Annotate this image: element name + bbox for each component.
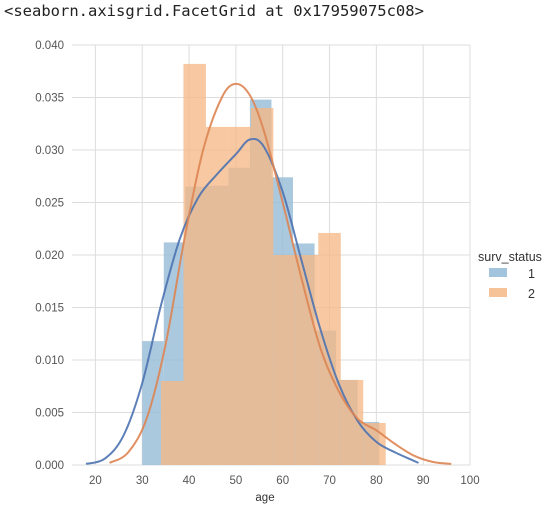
x-axis-label: age <box>255 492 274 504</box>
y-tick-labels: 0.000 0.005 0.010 0.015 0.020 0.025 0.030 0.035… <box>35 40 64 472</box>
y-tick-label: 0.020 <box>35 250 64 262</box>
kde-curve-series-2 <box>108 82 452 465</box>
histogram-bar-series-2 <box>273 255 296 465</box>
histogram-bar-series-2 <box>295 255 319 465</box>
x-tick-label: 90 <box>417 475 430 487</box>
legend-swatch-1 <box>489 268 507 277</box>
histogram-bars <box>142 63 386 466</box>
histogram-bar-series-2 <box>250 108 274 465</box>
histogram-bar-series-2 <box>205 126 229 466</box>
y-tick-label: 0.015 <box>35 303 64 315</box>
legend: surv_status 1 2 <box>478 250 542 301</box>
histogram-bar-series-2 <box>160 381 184 465</box>
histogram-bar-series-1 <box>142 341 164 465</box>
histogram-bar-series-2 <box>183 63 206 466</box>
legend-label-2: 2 <box>528 287 535 301</box>
x-tick-label: 100 <box>460 475 479 487</box>
legend-swatch-2 <box>489 288 507 297</box>
kde-curve-series-1 <box>85 137 419 465</box>
x-tick-label: 60 <box>276 475 289 487</box>
x-tick-label: 70 <box>323 475 336 487</box>
x-tick-label: 20 <box>89 475 102 487</box>
x-tick-labels: 20 30 40 50 60 70 80 90 100 <box>89 475 480 487</box>
y-tick-label: 0.025 <box>35 198 64 210</box>
kde-curves <box>85 82 452 465</box>
histogram-bar-series-2 <box>228 126 251 466</box>
x-tick-label: 50 <box>229 475 242 487</box>
y-tick-label: 0.000 <box>35 460 64 472</box>
cell-output-repr: <seaborn.axisgrid.FacetGrid at 0x1795907… <box>4 2 424 20</box>
x-tick-label: 80 <box>370 475 383 487</box>
legend-label-1: 1 <box>528 267 535 281</box>
x-tick-label: 40 <box>183 475 196 487</box>
y-tick-label: 0.005 <box>35 408 64 420</box>
y-tick-label: 0.035 <box>35 93 64 105</box>
y-tick-label: 0.010 <box>35 355 64 367</box>
y-tick-label: 0.030 <box>35 145 64 157</box>
histogram-bar-series-2 <box>318 232 341 465</box>
y-tick-label: 0.040 <box>35 40 64 52</box>
x-tick-label: 30 <box>136 475 149 487</box>
legend-title: surv_status <box>478 250 542 264</box>
